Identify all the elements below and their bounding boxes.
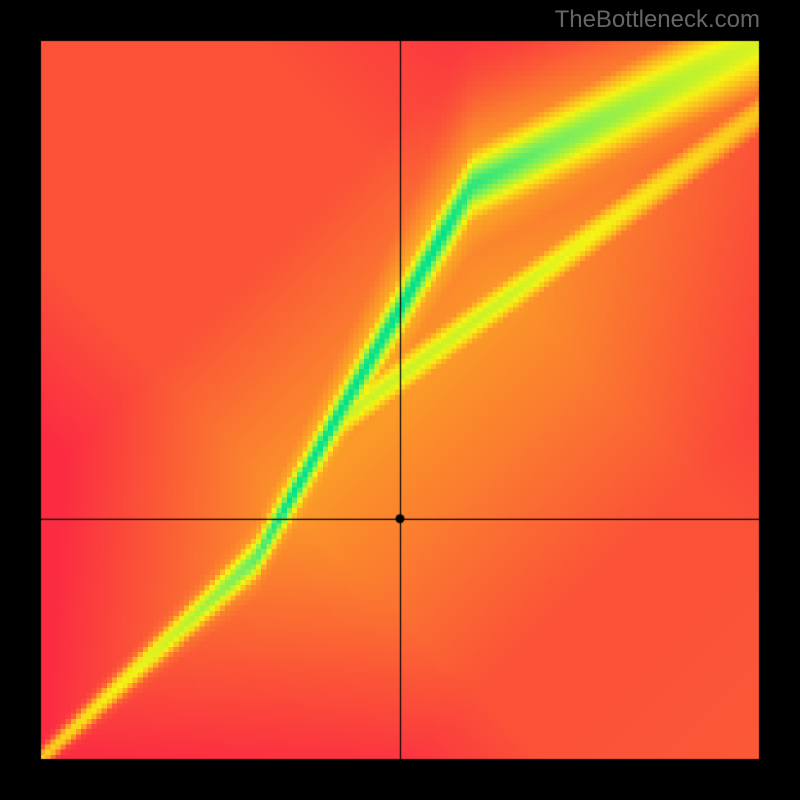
- chart-container: TheBottleneck.com: [0, 0, 800, 800]
- watermark-text: TheBottleneck.com: [555, 6, 760, 34]
- crosshair-overlay: [40, 40, 760, 760]
